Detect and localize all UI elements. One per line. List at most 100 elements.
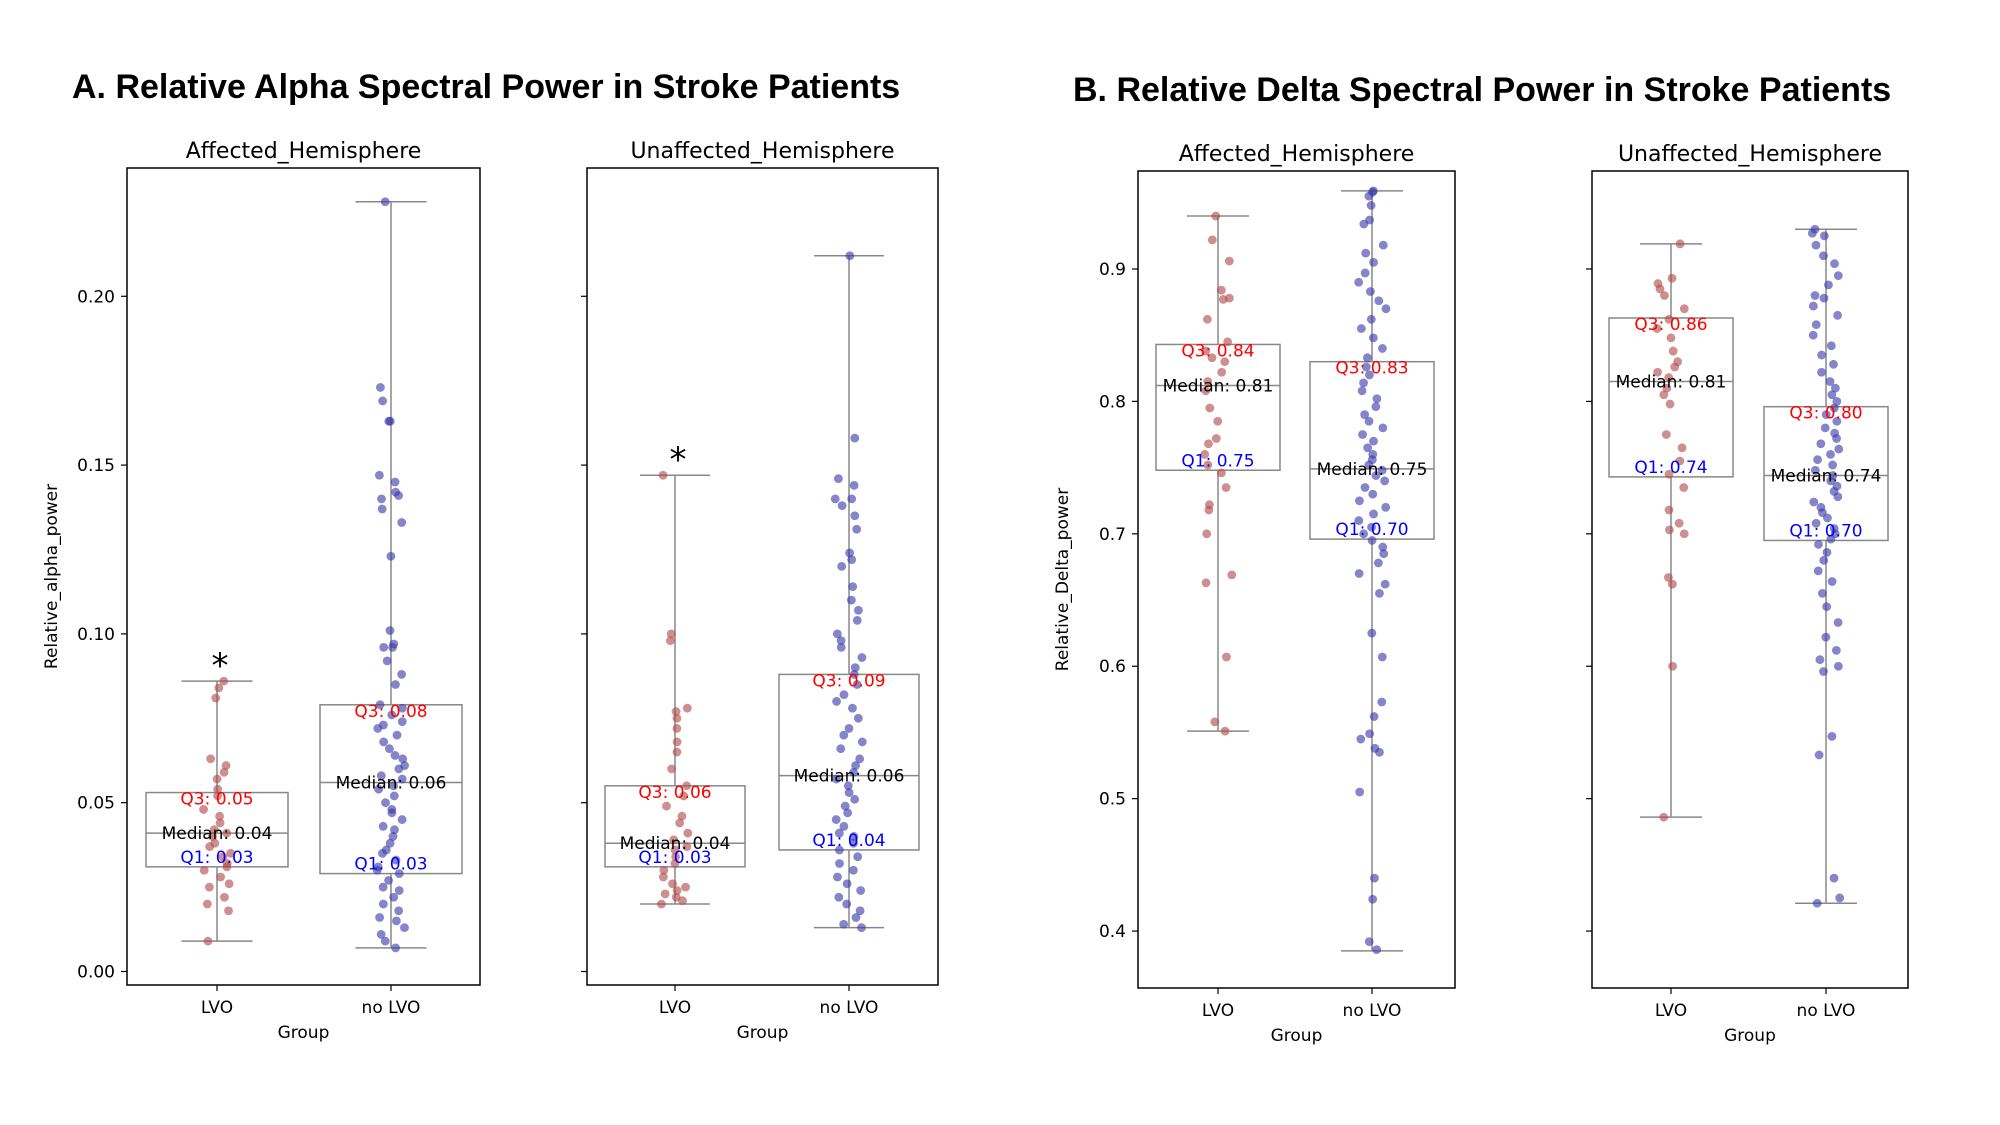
data-point (1375, 589, 1384, 598)
data-point (1816, 439, 1826, 449)
data-point (682, 781, 692, 791)
q3-annotation: Q3: 0.83 (1335, 359, 1408, 379)
data-point (1354, 516, 1364, 525)
data-point (1808, 301, 1818, 311)
data-point (852, 680, 862, 689)
data-point (1822, 602, 1832, 612)
data-point (1368, 894, 1378, 904)
data-point (398, 754, 408, 764)
data-point (372, 865, 382, 875)
data-point (666, 629, 676, 639)
data-point (374, 784, 384, 794)
data-point (836, 744, 846, 754)
data-point (657, 899, 666, 909)
data-point (1829, 873, 1839, 883)
data-point (378, 396, 388, 406)
data-point (387, 808, 397, 818)
x-tick-label: no LVO (1343, 1001, 1402, 1021)
data-point (683, 828, 693, 838)
data-point (834, 828, 844, 838)
data-point (849, 832, 859, 841)
data-point (851, 913, 861, 922)
data-point (665, 636, 675, 646)
data-point (378, 882, 388, 892)
median-annotation: Median: 0.81 (1163, 377, 1274, 397)
data-point (843, 781, 853, 791)
data-point (855, 754, 865, 764)
data-point (677, 811, 687, 821)
data-point (1355, 496, 1364, 506)
data-point (835, 845, 844, 855)
data-point (222, 862, 232, 872)
data-point (1814, 540, 1823, 549)
data-point (1679, 483, 1689, 492)
data-point (670, 845, 680, 855)
x-axis-label: Group (278, 1023, 330, 1043)
data-point (1821, 410, 1831, 420)
data-point (1379, 549, 1389, 559)
data-point (670, 859, 680, 868)
data-point (1371, 471, 1381, 480)
data-point (1377, 697, 1387, 707)
data-point (857, 923, 866, 933)
data-point (397, 815, 407, 824)
data-point (394, 869, 404, 878)
data-point (1358, 430, 1367, 439)
data-point (1833, 271, 1843, 281)
data-point (377, 494, 386, 504)
y-tick-label: 0.4 (1099, 922, 1126, 942)
data-point (1825, 377, 1835, 386)
data-point (1357, 386, 1367, 396)
data-point (1203, 377, 1213, 386)
data-point (1201, 386, 1211, 396)
data-point (1675, 456, 1685, 466)
data-point (850, 663, 860, 673)
data-point (1211, 211, 1221, 221)
figure-title-a: A. Relative Alpha Spectral Power in Stro… (72, 68, 900, 106)
data-point (218, 852, 228, 862)
data-point (1830, 259, 1839, 269)
data-point (212, 774, 222, 784)
data-point (682, 842, 692, 851)
data-point (1824, 280, 1833, 290)
data-point (1664, 469, 1674, 479)
data-point (847, 555, 857, 565)
data-point (1827, 390, 1837, 400)
data-point (835, 859, 844, 868)
data-point (397, 703, 407, 713)
data-point (832, 774, 841, 784)
data-point (836, 636, 846, 646)
data-point (199, 805, 208, 814)
data-point (1826, 534, 1836, 544)
data-point (851, 761, 861, 770)
data-point (1220, 726, 1230, 736)
data-point (205, 842, 215, 851)
data-point (850, 794, 860, 804)
iqr-box (319, 704, 463, 875)
data-point (1207, 353, 1217, 363)
q3-annotation: Q3: 0.86 (1634, 315, 1707, 335)
data-point (1813, 566, 1823, 576)
data-point (1826, 476, 1836, 486)
data-point (1822, 547, 1832, 557)
data-point (1830, 383, 1840, 393)
data-point (845, 251, 855, 261)
q3-annotation: Q3: 0.84 (1181, 341, 1254, 361)
data-point (1834, 444, 1844, 454)
data-point (671, 852, 681, 862)
data-point (224, 879, 234, 889)
data-point (1819, 293, 1829, 303)
q3-annotation: Q3: 0.05 (180, 790, 253, 810)
data-point (1814, 750, 1824, 760)
data-point (215, 811, 224, 821)
data-point (669, 835, 679, 845)
x-tick-label: LVO (1202, 1001, 1234, 1021)
data-point (839, 730, 849, 740)
significance-marker: * (212, 646, 229, 686)
data-point (1359, 219, 1369, 229)
data-point (832, 697, 841, 706)
data-point (1670, 362, 1680, 372)
data-point (830, 494, 840, 504)
data-point (1667, 579, 1677, 589)
data-point (382, 656, 392, 666)
